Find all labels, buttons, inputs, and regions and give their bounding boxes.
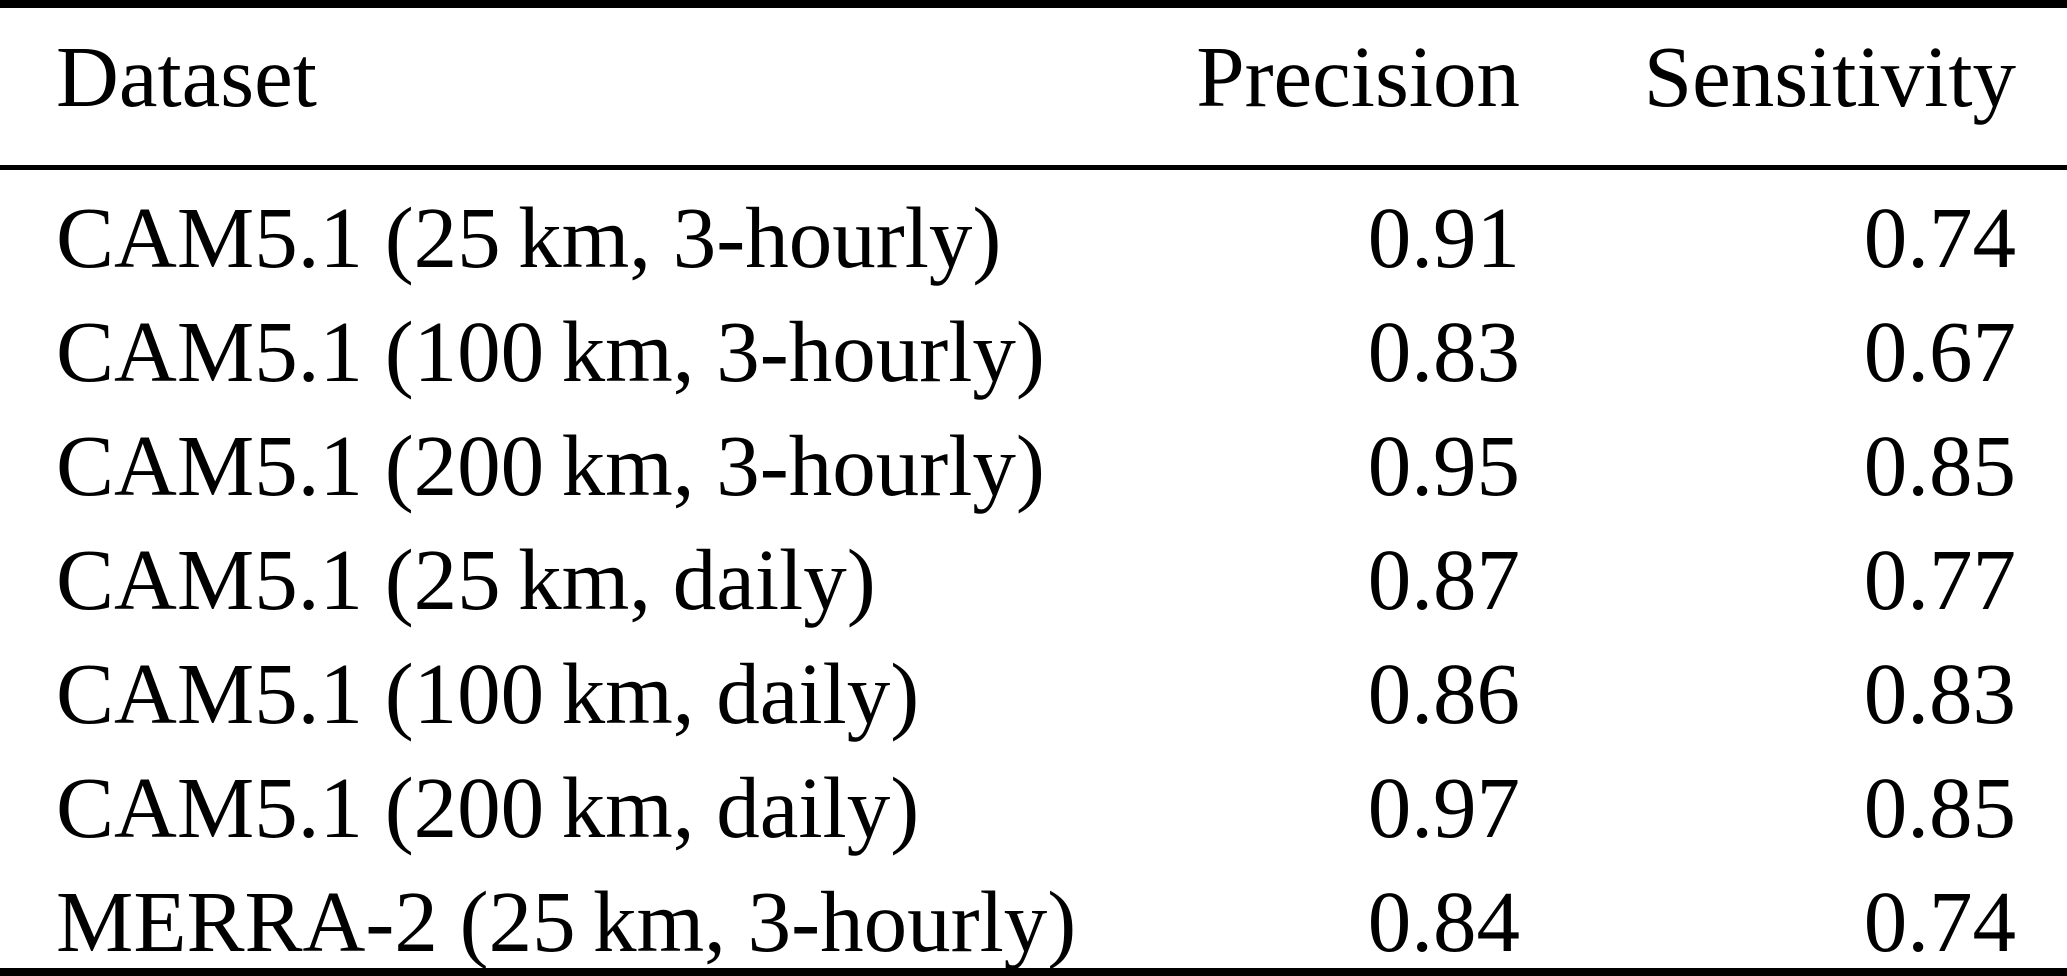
sensitivity-cell: 0.74 xyxy=(1863,872,2016,970)
column-header-precision: Precision xyxy=(1196,28,1520,125)
precision-cell: 0.87 xyxy=(1367,530,1520,628)
dataset-cell: CAM5.1 (200 km, 3-hourly) xyxy=(56,416,1045,514)
sensitivity-cell: 0.67 xyxy=(1863,302,2016,400)
sensitivity-cell: 0.77 xyxy=(1863,530,2016,628)
sensitivity-cell: 0.74 xyxy=(1863,188,2016,286)
table-row: CAM5.1 (100 km, 3-hourly) 0.83 0.67 xyxy=(0,284,2067,400)
sensitivity-cell: 0.85 xyxy=(1863,416,2016,514)
dataset-cell: CAM5.1 (100 km, daily) xyxy=(56,644,920,742)
table-header-rule xyxy=(0,165,2067,170)
table-row: CAM5.1 (100 km, daily) 0.86 0.83 xyxy=(0,626,2067,742)
precision-cell: 0.83 xyxy=(1367,302,1520,400)
precision-cell: 0.86 xyxy=(1367,644,1520,742)
table-row: MERRA-2 (25 km, 3-hourly) 0.84 0.74 xyxy=(0,854,2067,970)
precision-cell: 0.91 xyxy=(1367,188,1520,286)
precision-cell: 0.95 xyxy=(1367,416,1520,514)
table-row: CAM5.1 (200 km, 3-hourly) 0.95 0.85 xyxy=(0,398,2067,514)
table-bottom-rule xyxy=(0,968,2067,976)
dataset-cell: CAM5.1 (200 km, daily) xyxy=(56,758,920,856)
dataset-cell: CAM5.1 (25 km, 3-hourly) xyxy=(56,188,1002,286)
column-header-dataset: Dataset xyxy=(56,28,317,125)
dataset-cell: CAM5.1 (100 km, 3-hourly) xyxy=(56,302,1045,400)
dataset-cell: CAM5.1 (25 km, daily) xyxy=(56,530,876,628)
table-row: CAM5.1 (25 km, daily) 0.87 0.77 xyxy=(0,512,2067,628)
precision-cell: 0.97 xyxy=(1367,758,1520,856)
table-row: CAM5.1 (200 km, daily) 0.97 0.85 xyxy=(0,740,2067,856)
sensitivity-cell: 0.85 xyxy=(1863,758,2016,856)
dataset-cell: MERRA-2 (25 km, 3-hourly) xyxy=(56,872,1077,970)
column-header-sensitivity: Sensitivity xyxy=(1643,28,2016,125)
precision-cell: 0.84 xyxy=(1367,872,1520,970)
table-row: CAM5.1 (25 km, 3-hourly) 0.91 0.74 xyxy=(0,170,2067,286)
table-header-row: Dataset Precision Sensitivity xyxy=(0,8,2067,165)
sensitivity-cell: 0.83 xyxy=(1863,644,2016,742)
table-top-rule xyxy=(0,0,2067,8)
